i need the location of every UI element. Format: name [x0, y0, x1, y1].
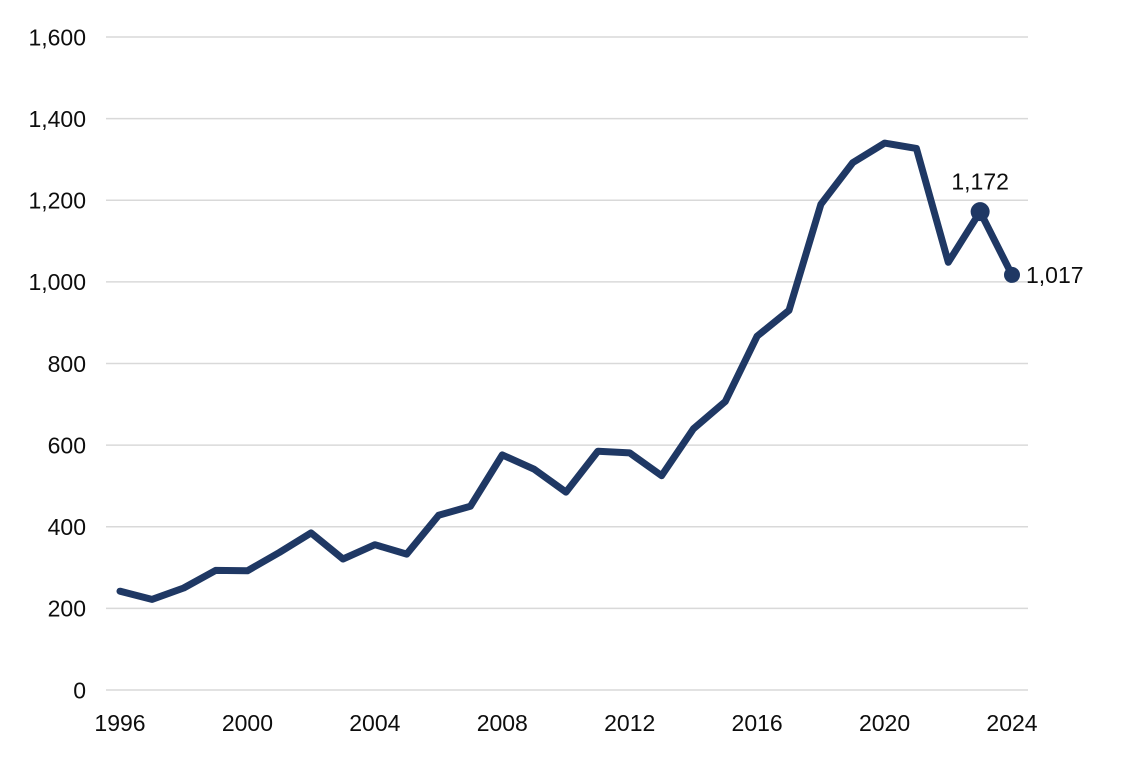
data-point-marker	[970, 202, 990, 222]
y-tick-label: 1,000	[28, 269, 86, 295]
y-tick-label: 1,600	[28, 24, 86, 50]
x-tick-label: 2020	[859, 710, 910, 736]
data-point-markers	[970, 202, 1020, 283]
y-tick-label: 0	[73, 677, 86, 703]
y-tick-label: 800	[48, 351, 86, 377]
data-point-label: 1,017	[1026, 262, 1084, 288]
y-tick-label: 1,200	[28, 188, 86, 214]
y-tick-label: 200	[48, 596, 86, 622]
x-axis-tick-labels: 1996 2000 2004 2008 2012 2016 2020 2024	[94, 710, 1037, 736]
x-tick-label: 2000	[222, 710, 273, 736]
data-series-line	[116, 139, 1016, 603]
x-tick-label: 1996	[94, 710, 145, 736]
data-point-label: 1,172	[951, 169, 1009, 195]
data-point-marker	[1003, 266, 1020, 283]
data-point-labels: 1,172 1,017	[951, 169, 1083, 288]
gridlines	[106, 36, 1028, 691]
y-tick-label: 600	[48, 432, 86, 458]
x-tick-label: 2004	[349, 710, 400, 736]
x-tick-label: 2012	[604, 710, 655, 736]
y-tick-label: 400	[48, 514, 86, 540]
y-tick-label: 1,400	[28, 106, 86, 132]
x-tick-label: 2016	[732, 710, 783, 736]
x-tick-label: 2024	[986, 710, 1037, 736]
x-tick-label: 2008	[477, 710, 528, 736]
y-axis-tick-labels: 0 200 400 600 800 1,000 1,200 1,400 1,600	[28, 24, 86, 703]
